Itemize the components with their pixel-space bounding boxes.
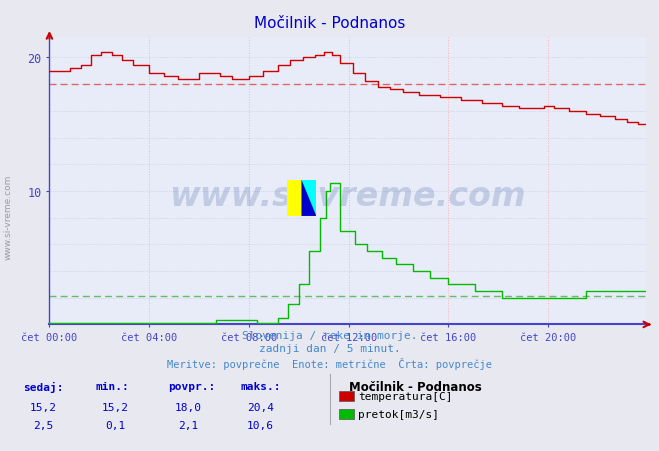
Text: min.:: min.: <box>96 381 129 391</box>
Text: 15,2: 15,2 <box>30 402 56 412</box>
Text: www.si-vreme.com: www.si-vreme.com <box>169 179 526 212</box>
Text: sedaj:: sedaj: <box>23 381 63 392</box>
Polygon shape <box>302 180 316 216</box>
Text: 2,5: 2,5 <box>33 420 53 430</box>
Text: 15,2: 15,2 <box>102 402 129 412</box>
Text: 0,1: 0,1 <box>105 420 125 430</box>
Text: 10,6: 10,6 <box>247 420 273 430</box>
Text: Slovenija / reke in morje.: Slovenija / reke in morje. <box>242 330 417 340</box>
Text: Meritve: povprečne  Enote: metrične  Črta: povprečje: Meritve: povprečne Enote: metrične Črta:… <box>167 357 492 369</box>
Text: 18,0: 18,0 <box>175 402 201 412</box>
Text: 20,4: 20,4 <box>247 402 273 412</box>
Text: maks.:: maks.: <box>241 381 281 391</box>
Text: www.si-vreme.com: www.si-vreme.com <box>3 174 13 259</box>
Text: 2,1: 2,1 <box>178 420 198 430</box>
Text: temperatura[C]: temperatura[C] <box>358 391 452 401</box>
Text: pretok[m3/s]: pretok[m3/s] <box>358 410 439 419</box>
Text: Močilnik - Podnanos: Močilnik - Podnanos <box>254 16 405 31</box>
Polygon shape <box>302 180 316 216</box>
Text: Močilnik - Podnanos: Močilnik - Podnanos <box>349 380 482 393</box>
Text: povpr.:: povpr.: <box>168 381 215 391</box>
Text: zadnji dan / 5 minut.: zadnji dan / 5 minut. <box>258 344 401 354</box>
